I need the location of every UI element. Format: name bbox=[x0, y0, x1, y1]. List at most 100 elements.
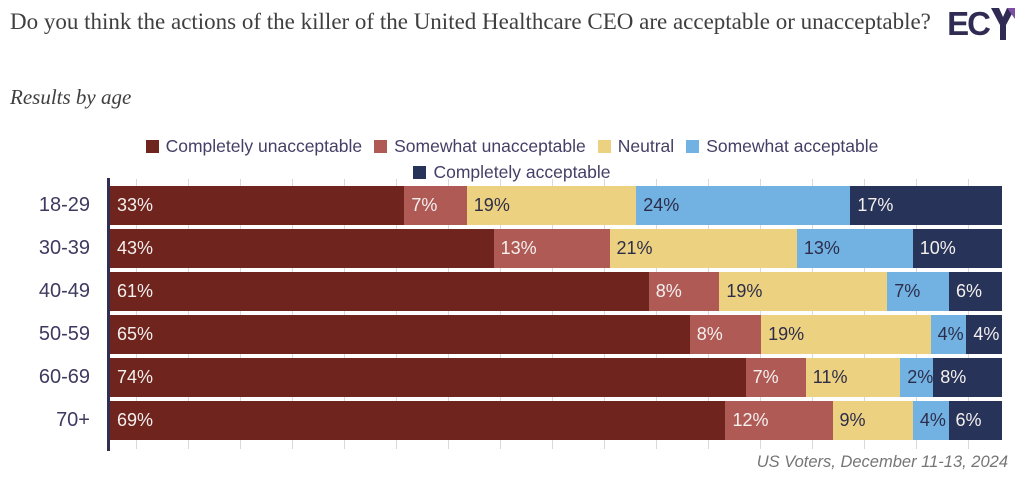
bar-segment: 11% bbox=[805, 358, 901, 397]
legend-label: Completely acceptable bbox=[433, 161, 611, 182]
bar-segment: 33% bbox=[110, 186, 405, 225]
bar-segment: 4% bbox=[966, 315, 1003, 354]
logo-text: EC bbox=[947, 5, 991, 42]
bar-segment: 6% bbox=[949, 272, 1002, 311]
bar-segment: 4% bbox=[912, 401, 949, 440]
category-label: 18-29 bbox=[38, 194, 90, 216]
legend-item: Completely acceptable bbox=[413, 160, 611, 185]
legend-row-2: Completely acceptable bbox=[0, 159, 1024, 185]
bar-value-label: 19% bbox=[473, 195, 510, 215]
bar-segment: 8% bbox=[933, 358, 1002, 397]
stacked-bar: 43% 13% 21% 13% 10% bbox=[110, 229, 1002, 268]
bar-segment: 21% bbox=[609, 229, 797, 268]
bar-value-label: 8% bbox=[696, 324, 723, 344]
bar-segment: 7% bbox=[887, 272, 950, 311]
bar-value-label: 19% bbox=[768, 324, 805, 344]
bar-segment: 9% bbox=[832, 401, 913, 440]
bar-value-label: 9% bbox=[839, 410, 866, 430]
legend-label: Somewhat unacceptable bbox=[394, 135, 586, 156]
legend-item: Neutral bbox=[597, 134, 675, 159]
bar-value-label: 10% bbox=[919, 238, 956, 258]
bar-segment: 61% bbox=[110, 272, 649, 311]
bar-segment: 2% bbox=[900, 358, 934, 397]
chart-subtitle: Results by age bbox=[10, 85, 132, 109]
source-note: US Voters, December 11-13, 2024 bbox=[756, 453, 1008, 471]
bar-value-label: 2% bbox=[907, 367, 934, 387]
bar-segment: 19% bbox=[761, 315, 931, 354]
legend-label: Completely unacceptable bbox=[165, 135, 363, 156]
stacked-bar: 74% 7% 11% 2% 8% bbox=[110, 358, 1002, 397]
bar-value-label: 13% bbox=[803, 238, 840, 258]
bar-value-label: 69% bbox=[117, 410, 154, 430]
bar-segment: 4% bbox=[930, 315, 967, 354]
bar-value-label: 74% bbox=[117, 367, 154, 387]
legend-swatch-icon bbox=[413, 165, 427, 179]
bar-segment: 8% bbox=[648, 272, 720, 311]
bar-segment: 74% bbox=[110, 358, 746, 397]
stacked-bar: 33% 7% 19% 24% 17% bbox=[110, 186, 1002, 225]
bar-value-label: 6% bbox=[955, 410, 982, 430]
bar-value-label: 24% bbox=[643, 195, 680, 215]
bar-segment: 13% bbox=[796, 229, 913, 268]
chart-row: 60-69 74% 7% 11% 2% 8% bbox=[0, 358, 1002, 397]
legend-swatch-icon bbox=[686, 139, 700, 153]
bar-value-label: 4% bbox=[937, 324, 964, 344]
bar-segment: 10% bbox=[912, 229, 1002, 268]
legend-swatch-icon bbox=[374, 139, 388, 153]
chart-row: 40-49 61% 8% 19% 7% 6% bbox=[0, 272, 1002, 311]
bar-segment: 19% bbox=[719, 272, 888, 311]
legend-swatch-icon bbox=[145, 139, 159, 153]
bar-segment: 6% bbox=[948, 401, 1003, 440]
bar-rows: 18-29 33% 7% 19% 24% 17% 30-39 43% 13% 21% 13% 10% 4… bbox=[0, 186, 1003, 444]
bar-value-label: 12% bbox=[732, 410, 769, 430]
bar-segment: 43% bbox=[110, 229, 494, 268]
stacked-bar: 65% 8% 19% 4% 4% bbox=[110, 315, 1003, 354]
bar-value-label: 65% bbox=[117, 324, 154, 344]
legend: Completely unacceptable Somewhat unaccept… bbox=[0, 133, 1024, 185]
bar-segment: 17% bbox=[850, 186, 1002, 225]
bar-value-label: 21% bbox=[616, 238, 653, 258]
legend-item: Somewhat acceptable bbox=[686, 134, 878, 159]
chart-row: 30-39 43% 13% 21% 13% 10% bbox=[0, 229, 1002, 268]
ecp-logo: EC bbox=[947, 5, 1016, 42]
bar-segment: 13% bbox=[493, 229, 610, 268]
bar-value-label: 8% bbox=[655, 281, 682, 301]
bar-value-label: 13% bbox=[500, 238, 537, 258]
legend-item: Somewhat unacceptable bbox=[374, 134, 586, 159]
bar-value-label: 19% bbox=[726, 281, 763, 301]
bar-segment: 12% bbox=[725, 401, 833, 440]
bar-value-label: 11% bbox=[812, 367, 848, 387]
bar-segment: 8% bbox=[689, 315, 762, 354]
bar-segment: 24% bbox=[636, 186, 851, 225]
bar-segment: 65% bbox=[110, 315, 690, 354]
bar-segment: 69% bbox=[110, 401, 726, 440]
bar-value-label: 7% bbox=[411, 195, 438, 215]
category-label: 50-59 bbox=[38, 323, 90, 345]
chart-row: 18-29 33% 7% 19% 24% 17% bbox=[0, 186, 1002, 225]
bar-segment: 7% bbox=[745, 358, 806, 397]
bar-value-label: 7% bbox=[894, 281, 921, 301]
chart-row: 50-59 65% 8% 19% 4% 4% bbox=[0, 315, 1003, 354]
legend-label: Somewhat acceptable bbox=[706, 135, 879, 156]
legend-label: Neutral bbox=[617, 135, 675, 156]
bar-segment: 7% bbox=[404, 186, 467, 225]
y-axis-line bbox=[107, 178, 110, 451]
bar-value-label: 8% bbox=[940, 367, 967, 387]
bar-value-label: 61% bbox=[117, 281, 154, 301]
chart-title: Do you think the actions of the killer o… bbox=[10, 9, 931, 34]
category-label: 60-69 bbox=[38, 366, 90, 388]
plot-area: 18-29 33% 7% 19% 24% 17% 30-39 43% 13% 21% 13% 10% 4… bbox=[0, 178, 1024, 451]
bar-value-label: 17% bbox=[857, 195, 894, 215]
bar-value-label: 7% bbox=[752, 367, 779, 387]
bar-value-label: 4% bbox=[973, 324, 1000, 344]
bar-value-label: 33% bbox=[117, 195, 154, 215]
legend-row-1: Completely unacceptable Somewhat unaccept… bbox=[0, 133, 1024, 159]
bar-value-label: 43% bbox=[117, 238, 154, 258]
category-label: 30-39 bbox=[38, 237, 90, 259]
bar-segment: 19% bbox=[466, 186, 637, 225]
legend-item: Completely unacceptable bbox=[145, 134, 363, 159]
legend-swatch-icon bbox=[597, 139, 611, 153]
chart-row: 70+ 69% 12% 9% 4% 6% bbox=[0, 401, 1003, 440]
category-label: 70+ bbox=[56, 409, 90, 431]
